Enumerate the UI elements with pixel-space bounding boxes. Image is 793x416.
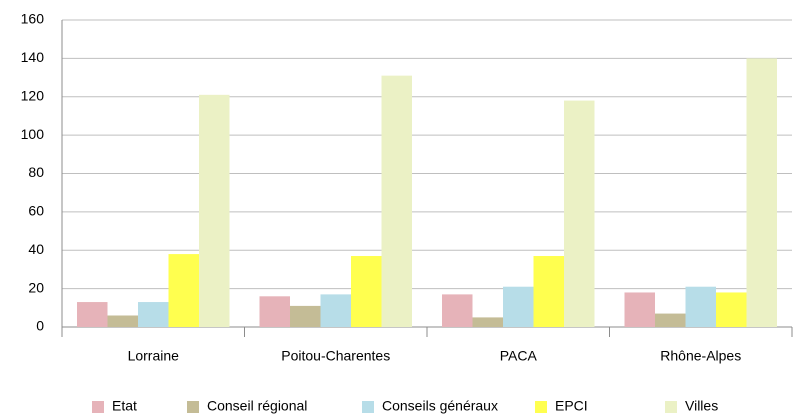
x-tick-label: Lorraine	[128, 348, 180, 364]
bar	[655, 313, 686, 327]
bar	[442, 294, 473, 327]
bar	[472, 317, 503, 327]
legend-label: Conseils généraux	[382, 398, 498, 414]
y-tick-label: 40	[28, 241, 44, 257]
x-tick-label: PACA	[500, 348, 538, 364]
y-tick-label: 140	[21, 49, 45, 65]
bar	[77, 302, 108, 327]
legend-swatch	[535, 401, 547, 413]
legend-label: Villes	[685, 398, 718, 414]
x-tick-label: Poitou-Charentes	[281, 348, 390, 364]
bar	[259, 296, 290, 327]
legend-swatch	[362, 401, 374, 413]
bar	[624, 292, 655, 327]
bar	[503, 286, 534, 327]
legend-swatch	[665, 401, 677, 413]
bar	[381, 75, 412, 327]
bar	[564, 100, 595, 328]
bar	[168, 254, 199, 327]
legend-label: Conseil régional	[207, 398, 307, 414]
y-tick-label: 120	[21, 87, 45, 103]
x-tick-label: Rhône-Alpes	[660, 348, 741, 364]
bar	[685, 286, 716, 327]
y-tick-label: 100	[21, 126, 45, 142]
bar	[320, 294, 351, 327]
bar	[533, 256, 564, 327]
legend-swatch	[187, 401, 199, 413]
legend-label: Etat	[112, 398, 137, 414]
bar	[746, 58, 777, 327]
y-tick-label: 0	[36, 318, 44, 334]
bar	[716, 292, 747, 327]
bar	[290, 305, 321, 327]
bar	[199, 94, 230, 327]
y-tick-label: 80	[28, 164, 44, 180]
y-tick-label: 60	[28, 203, 44, 219]
bar	[351, 256, 382, 327]
legend-swatch	[92, 401, 104, 413]
y-tick-label: 20	[28, 279, 44, 295]
bar	[107, 315, 138, 327]
bar	[138, 302, 169, 327]
legend-label: EPCI	[555, 398, 588, 414]
y-tick-label: 160	[21, 11, 45, 27]
